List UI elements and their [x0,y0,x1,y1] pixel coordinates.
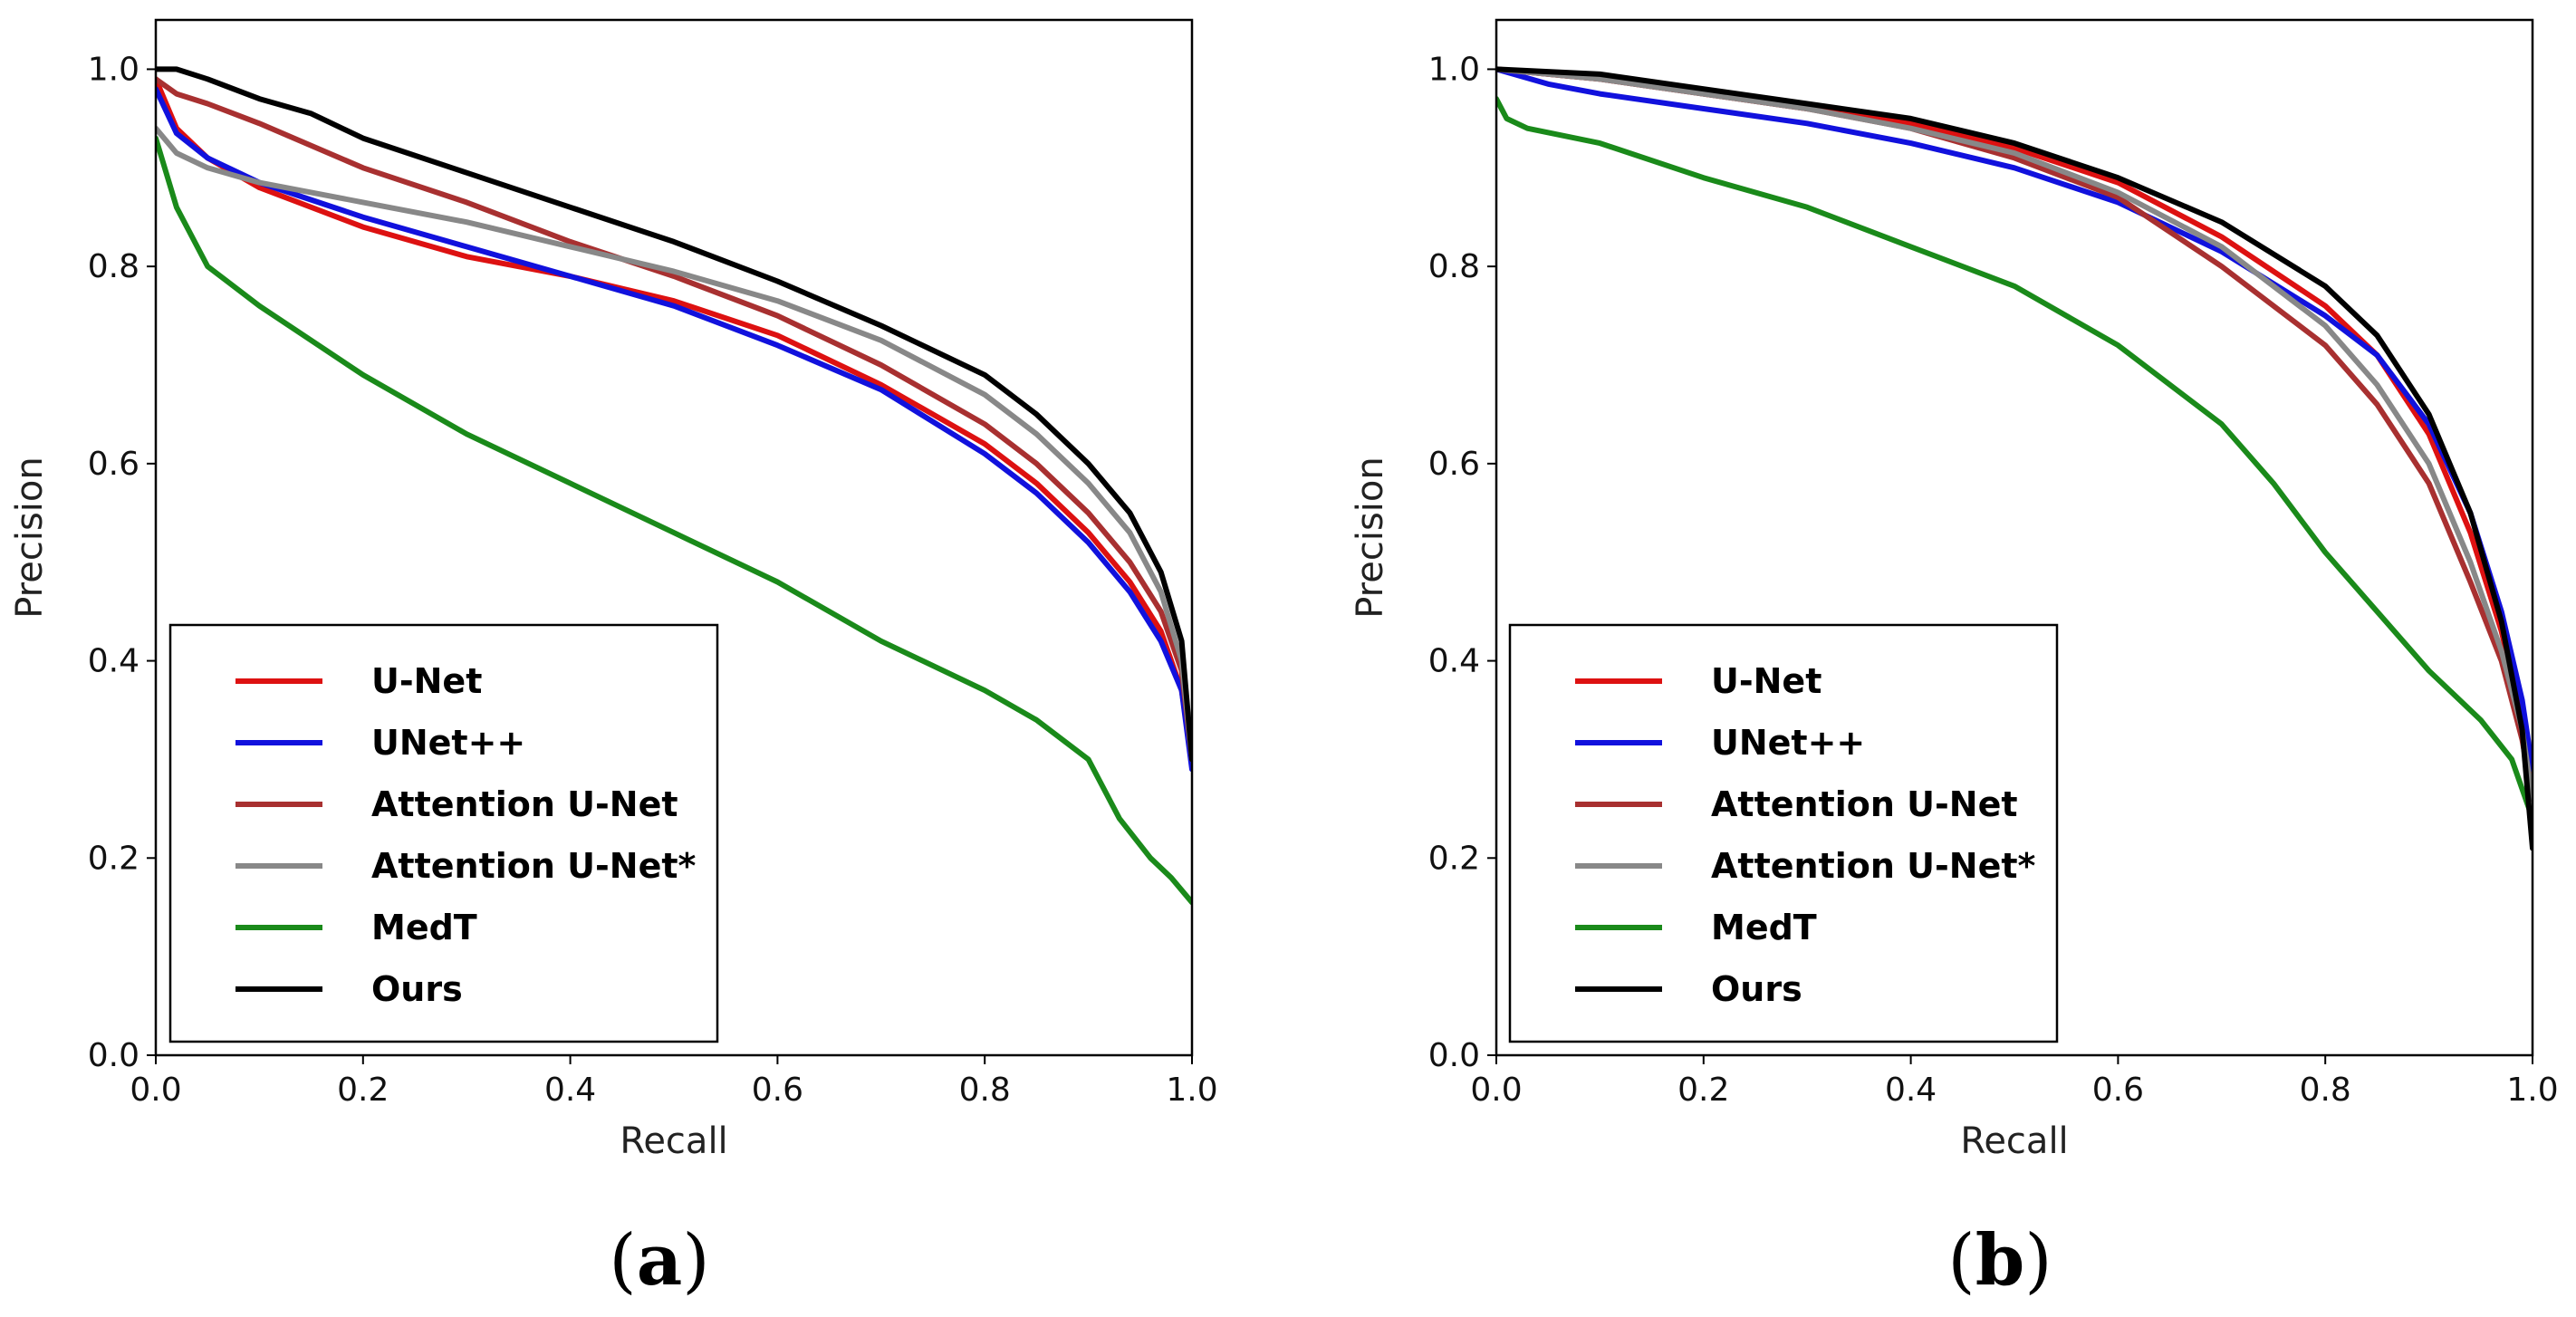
x-axis-label: Recall [620,1120,727,1162]
series-line-attention-u-net [156,125,1192,763]
legend-label: U-Net [1711,661,1821,701]
y-tick-label: 0.0 [88,1037,139,1074]
plot-frame [154,18,1194,1057]
plot-frame [1495,18,2534,1057]
legend: U-Net UNet++ Attention U-Net Attention U-Ne… [168,623,719,1043]
x-tick-label: 1.0 [1166,1072,1217,1109]
series-line-attention-u-net [1496,66,2533,802]
series-lines [156,66,1192,906]
panel-caption: (a) [609,1219,709,1302]
y-tick-label: 0.8 [88,248,139,285]
y-axis-label: Precision [1350,457,1391,618]
x-tick-label: 0.0 [130,1072,181,1109]
x-tick-label: 0.6 [752,1072,803,1109]
legend-label: Ours [1711,969,1802,1009]
series-line-attention-u-net [156,76,1192,763]
legend-label: Attention U-Net [371,784,678,824]
x-tick-label: 0.6 [2092,1072,2144,1109]
chart-panel-a: 0.0 0.2 0.4 0.6 0.8 1.0 0.0 0.2 0.4 0.6 0.8 1.0 Reca… [9,18,1218,1302]
legend-label: Attention U-Net [1711,784,2018,824]
legend-label: Attention U-Net* [1711,846,2036,886]
legend: U-Net UNet++ Attention U-Net Attention U-Ne… [1508,623,2059,1043]
legend-label: Attention U-Net* [371,846,697,886]
y-tick-label: 1.0 [1428,51,1480,88]
x-tick-label: 0.8 [2300,1072,2351,1109]
y-tick-label: 0.8 [1428,248,1480,285]
y-axis-label: Precision [9,457,51,618]
y-tick-label: 0.2 [88,840,139,877]
x-tick-label: 0.2 [337,1072,389,1109]
y-tick-label: 0.4 [88,643,139,680]
x-tick-label: 0.4 [544,1072,596,1109]
x-tick-label: 0.4 [1885,1072,1937,1109]
legend-box [1508,623,2059,1043]
series-line-ours [156,66,1192,763]
x-tick-label: 0.8 [959,1072,1011,1109]
legend-label: UNet++ [371,723,525,763]
x-tick-label: 1.0 [2506,1072,2558,1109]
y-tick-label: 0.2 [1428,840,1480,877]
legend-label: MedT [371,908,477,947]
legend-label: MedT [1711,908,1817,947]
legend-label: U-Net [371,661,482,701]
chart-panel-b: 0.0 0.2 0.4 0.6 0.8 1.0 0.0 0.2 0.4 0.6 0.8 1.0 Reca… [1350,18,2559,1302]
series-lines [1496,66,2533,851]
y-tick-label: 1.0 [88,51,139,88]
y-tick-label: 0.0 [1428,1037,1480,1074]
y-tick-label: 0.4 [1428,643,1480,680]
legend-label: UNet++ [1711,723,1865,763]
series-line-ours [1496,66,2533,851]
y-tick-label: 0.6 [1428,446,1480,483]
panel-caption: (b) [1947,1219,2052,1302]
x-axis-label: Recall [1960,1120,2068,1162]
x-tick-label: 0.2 [1677,1072,1729,1109]
series-line-medt [156,135,1192,906]
x-tick-label: 0.0 [1470,1072,1522,1109]
legend-label: Ours [371,969,463,1009]
series-line-unet [156,86,1192,773]
y-tick-label: 0.6 [88,446,139,483]
series-line-medt [1496,96,2533,822]
legend-box [168,623,719,1043]
